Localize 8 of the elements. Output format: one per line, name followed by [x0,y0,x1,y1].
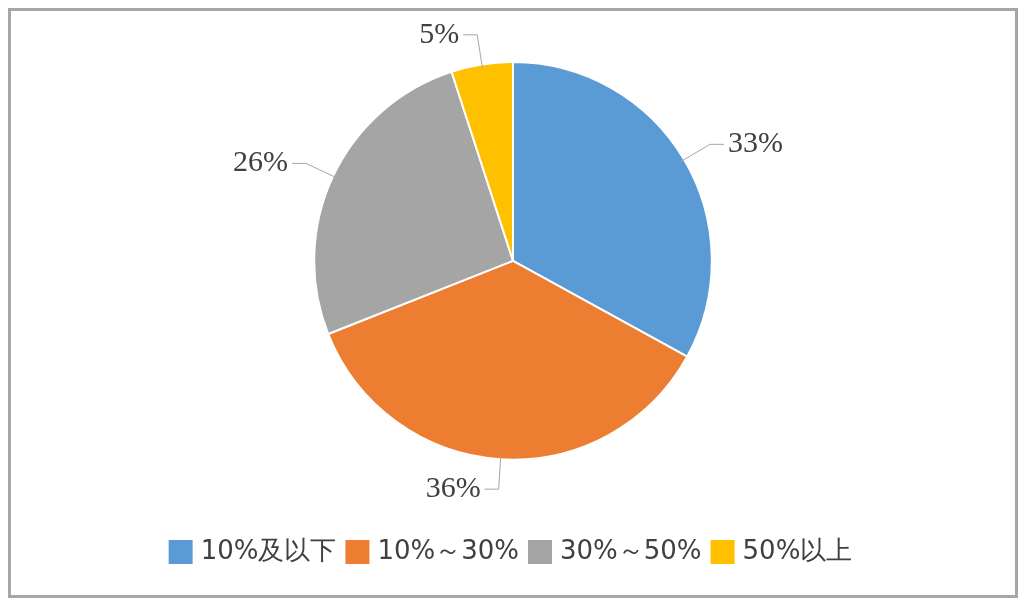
legend-label: 10%～30% [377,534,519,565]
data-label: 36% [425,470,481,504]
data-label: 33% [727,125,783,159]
legend-label: 30%～50% [560,534,702,565]
legend-label: 50%以上 [742,534,853,565]
data-label: 26% [232,144,288,178]
data-label: 5% [419,15,460,49]
legend-label: 10%及以下 [200,534,337,565]
